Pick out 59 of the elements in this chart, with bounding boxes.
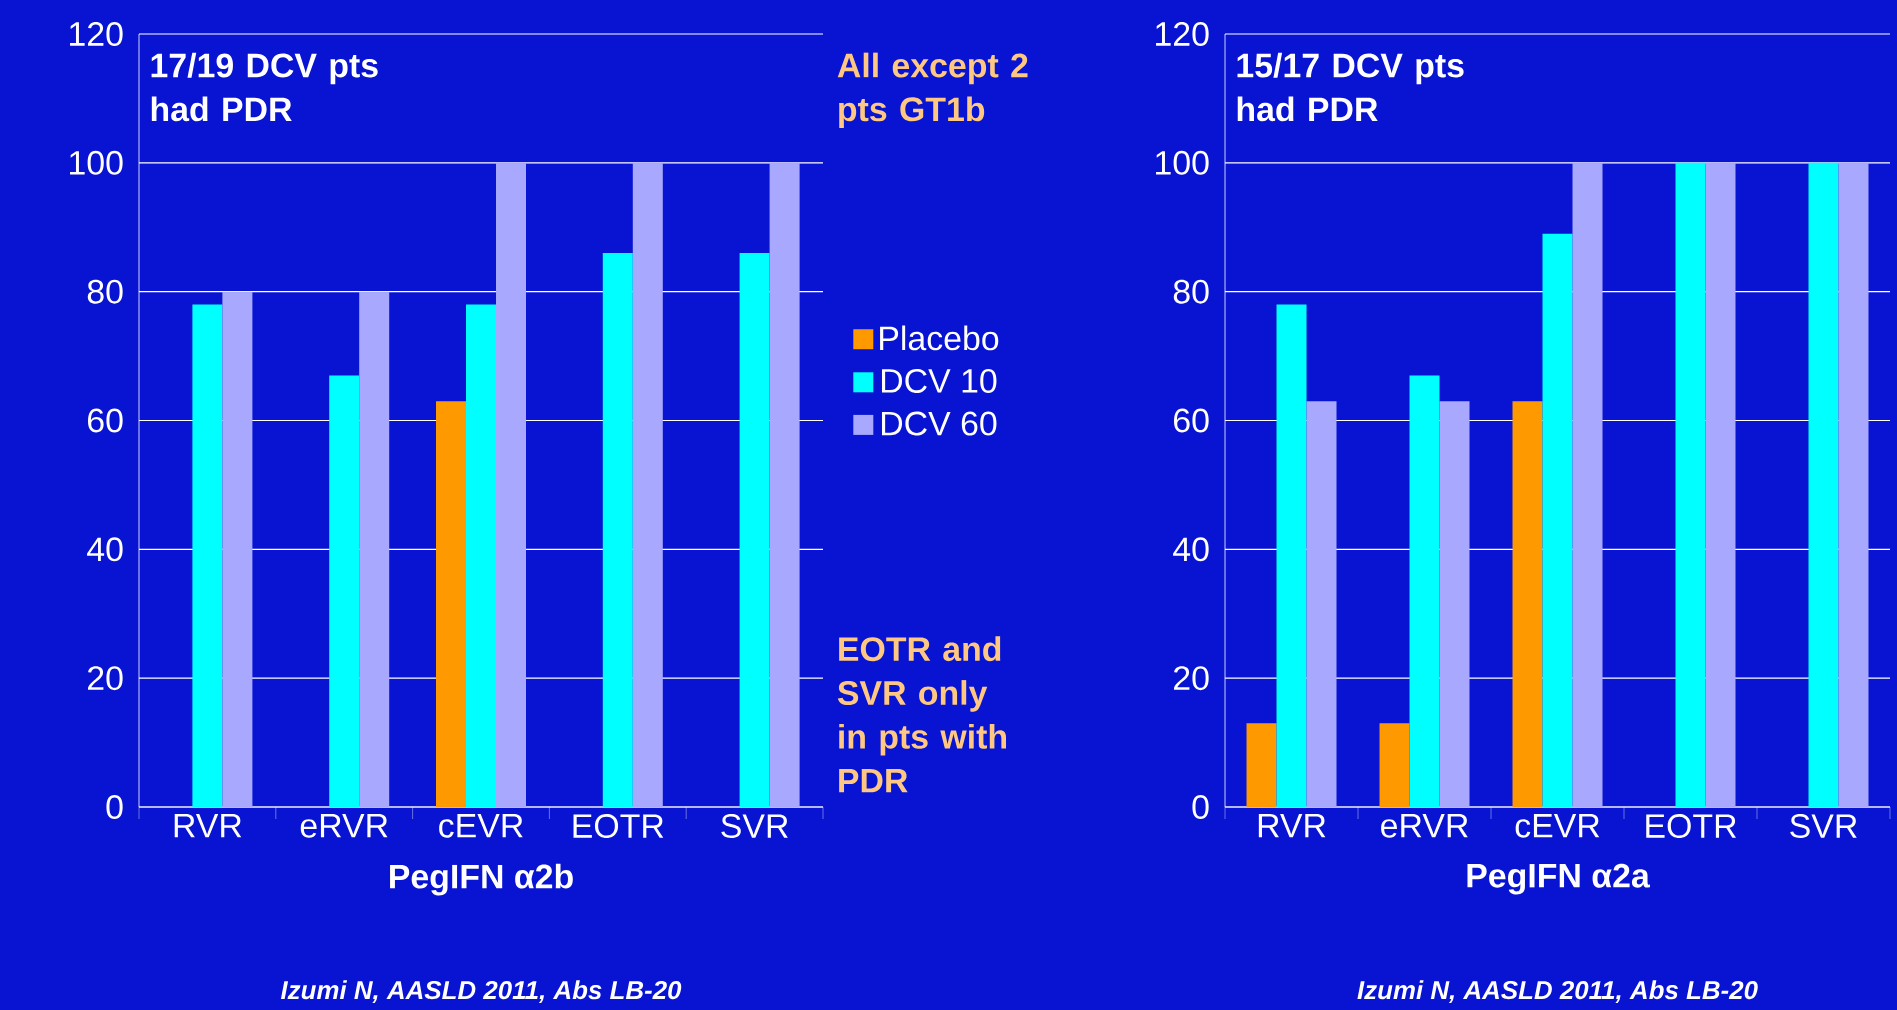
bar bbox=[1808, 162, 1839, 807]
bar bbox=[739, 253, 770, 807]
annotation: 17/19 DCV pts had PDR bbox=[151, 52, 378, 122]
bar bbox=[1572, 162, 1603, 807]
annotation: 15/17 DCV pts had PDR bbox=[1237, 52, 1464, 122]
x-axis-title: PegIFN α2a bbox=[1467, 863, 1651, 895]
bar bbox=[496, 162, 526, 807]
bar bbox=[1409, 375, 1440, 807]
bar bbox=[602, 253, 633, 807]
text: EOTR and SVR only in pts with PDR bbox=[837, 636, 1006, 793]
legend-label: DCV 10 bbox=[881, 368, 997, 393]
x-axis-title: PegIFN α2b bbox=[390, 863, 573, 896]
x-tick-label: cEVR bbox=[439, 814, 523, 838]
text: Izumi N, AASLD 2011, Abs LB-20 bbox=[280, 980, 682, 1003]
x-tick-label: SVR bbox=[721, 814, 788, 839]
y-tick-label: 120 bbox=[1156, 21, 1209, 46]
text: All except 2 pts GT1b bbox=[837, 52, 1028, 129]
bar bbox=[1276, 304, 1307, 807]
bar bbox=[1379, 723, 1410, 807]
y-tick-label: 100 bbox=[1156, 150, 1209, 175]
bar bbox=[1306, 401, 1337, 807]
text: Izumi N, AASLD 2011, Abs LB-20 bbox=[1357, 980, 1758, 1003]
bar bbox=[329, 375, 360, 807]
bar bbox=[769, 162, 800, 807]
y-tick-label: 20 bbox=[1174, 666, 1209, 691]
bar bbox=[1512, 401, 1543, 807]
y-tick-label: 80 bbox=[87, 279, 123, 304]
bar bbox=[1705, 162, 1736, 807]
bar bbox=[1838, 162, 1869, 807]
x-tick-label: eRVR bbox=[300, 814, 388, 838]
y-tick-label: 80 bbox=[1173, 279, 1209, 304]
x-tick-label: cEVR bbox=[1515, 814, 1600, 838]
x-tick-label: EOTR bbox=[573, 814, 664, 839]
x-tick-label: eRVR bbox=[1381, 814, 1468, 838]
bar bbox=[1439, 401, 1470, 807]
bar bbox=[222, 291, 253, 807]
legend-label: DCV 60 bbox=[881, 411, 997, 436]
bar bbox=[1675, 162, 1706, 807]
y-tick-label: 60 bbox=[1174, 408, 1209, 433]
y-tick-label: 0 bbox=[1192, 795, 1209, 819]
y-tick-label: 100 bbox=[70, 150, 123, 175]
y-tick-label: 0 bbox=[106, 795, 123, 819]
bar bbox=[192, 304, 223, 807]
bar bbox=[632, 162, 663, 807]
y-tick-label: 120 bbox=[70, 21, 123, 46]
y-tick-label: 40 bbox=[1173, 537, 1209, 562]
legend-label: Placebo bbox=[880, 325, 999, 351]
bar bbox=[436, 401, 466, 807]
y-tick-label: 60 bbox=[88, 408, 123, 433]
bar bbox=[359, 291, 390, 807]
bar bbox=[466, 304, 496, 807]
y-tick-label: 40 bbox=[87, 537, 123, 562]
bar bbox=[1246, 723, 1277, 807]
y-tick-label: 20 bbox=[88, 666, 123, 691]
x-tick-label: EOTR bbox=[1646, 814, 1737, 839]
x-tick-label: RVR bbox=[174, 814, 242, 838]
x-tick-label: RVR bbox=[1258, 814, 1326, 838]
x-tick-label: SVR bbox=[1790, 814, 1857, 839]
bar bbox=[1542, 233, 1573, 807]
